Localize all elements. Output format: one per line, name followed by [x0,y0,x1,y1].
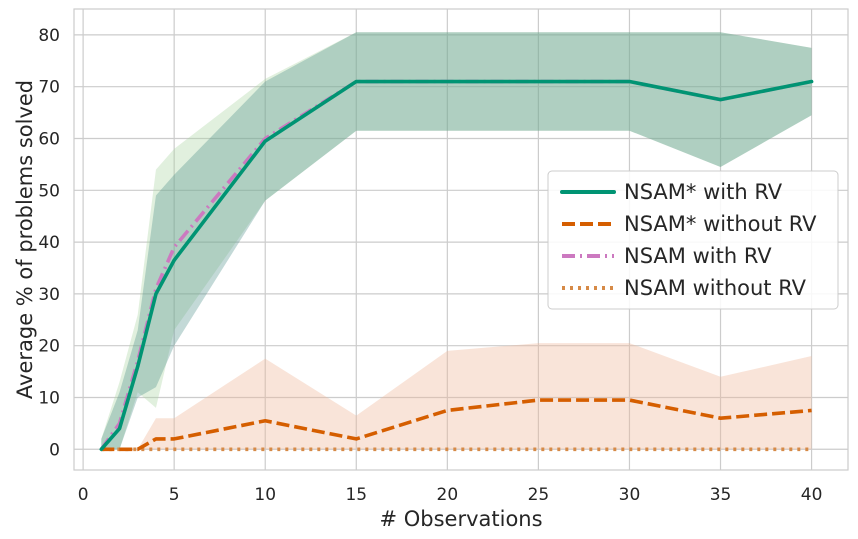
x-tick-label: 5 [169,485,180,505]
plot-frame [73,8,849,471]
x-tick-label: 20 [437,485,459,505]
y-tick-labels: 0 10 20 30 40 50 60 70 80 [38,26,60,460]
x-tick-label: 0 [78,485,89,505]
band-nsam-with-rv [101,32,812,450]
x-tick-label: 10 [254,485,276,505]
x-axis-title: # Observations [379,507,542,531]
y-axis-title: Average % of problems solved [13,80,37,399]
y-tick-label: 0 [49,440,60,460]
x-tick-label: 30 [619,485,641,505]
legend-label: NSAM with RV [624,244,772,268]
x-tick-label: 35 [710,485,732,505]
x-tick-labels: 0 5 10 15 20 25 30 35 40 [78,485,823,505]
legend-label: NSAM* without RV [624,212,817,236]
x-tick-label: 25 [528,485,550,505]
y-tick-label: 70 [38,78,60,98]
legend: NSAM* with RV NSAM* without RV NSAM with R… [547,170,839,310]
series-line-nsam-with-rv [99,79,814,452]
y-tick-label: 40 [38,233,60,253]
series-lines [99,79,814,452]
y-tick-label: 60 [38,129,60,149]
y-tick-label: 30 [38,285,60,305]
y-tick-label: 50 [38,181,60,201]
y-tick-label: 10 [38,388,60,408]
band-nsam-with-rv [101,32,812,450]
legend-box [547,170,839,310]
legend-label: NSAM* with RV [624,180,783,204]
x-tick-label: 40 [801,485,823,505]
y-tick-label: 80 [38,26,60,46]
x-tick-label: 15 [345,485,367,505]
legend-label: NSAM without RV [624,276,807,300]
y-tick-label: 20 [38,337,60,357]
